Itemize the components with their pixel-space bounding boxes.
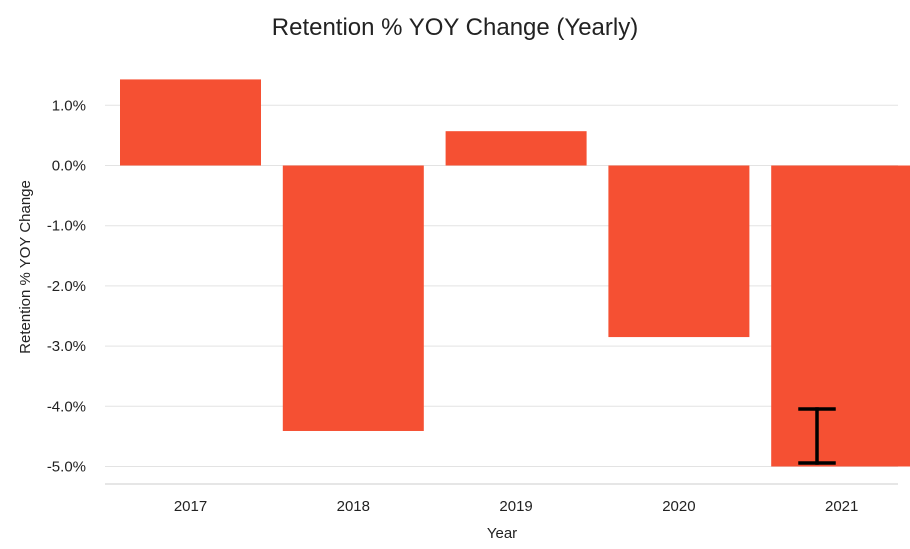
y-tick-label: 0.0%: [52, 158, 86, 175]
x-tick-label: 2021: [825, 498, 858, 515]
y-tick-label: -5.0%: [47, 459, 86, 476]
y-tick-label: -1.0%: [47, 218, 86, 235]
bar-2019[interactable]: [445, 131, 587, 166]
x-axis-ticks: 2017 2018 2019 2020 2021: [174, 498, 859, 515]
y-axis-ticks: 1.0% 0.0% -1.0% -2.0% -3.0% -4.0% -5.0%: [47, 97, 86, 475]
text-cursor-icon: [798, 407, 836, 465]
bar-2017[interactable]: [120, 79, 261, 166]
bars: [120, 79, 910, 467]
x-tick-label: 2018: [337, 498, 370, 515]
x-tick-label: 2017: [174, 498, 207, 515]
x-tick-label: 2020: [662, 498, 695, 515]
y-tick-label: 1.0%: [52, 97, 86, 114]
chart-title: Retention % YOY Change (Yearly): [271, 14, 639, 41]
bar-2020[interactable]: [608, 165, 750, 338]
bar-2021[interactable]: [771, 165, 910, 467]
y-tick-label: -3.0%: [47, 338, 86, 355]
y-axis-title: Retention % YOY Change: [17, 180, 34, 354]
y-tick-label: -2.0%: [47, 278, 86, 295]
y-tick-label: -4.0%: [47, 398, 86, 415]
x-axis-title: Year: [487, 525, 517, 542]
bar-2018[interactable]: [282, 165, 424, 431]
x-tick-label: 2019: [499, 498, 532, 515]
